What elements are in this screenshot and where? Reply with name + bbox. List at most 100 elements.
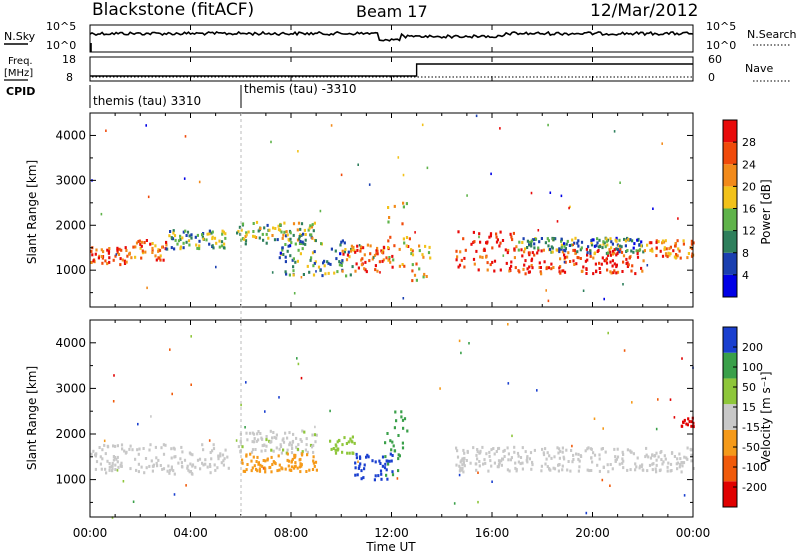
echo-cell	[202, 448, 205, 452]
echo-cell	[292, 265, 295, 269]
echo-cell	[584, 259, 587, 263]
freq-tick-top: 18	[62, 53, 76, 66]
echo-cell	[585, 272, 588, 275]
echo-cell	[267, 236, 270, 240]
echo-cell	[507, 458, 510, 462]
echo-cell	[557, 463, 560, 467]
echo-cell	[608, 248, 611, 252]
x-tick-label: 00:00	[73, 526, 108, 540]
echo-cell	[359, 462, 362, 466]
echo-cell	[564, 260, 567, 264]
echo-cell	[489, 232, 493, 236]
echo-cell	[603, 297, 605, 301]
echo-cell	[655, 254, 658, 258]
echo-cell	[294, 464, 297, 468]
echo-cell	[463, 256, 466, 260]
nave-label: Nave	[745, 62, 773, 75]
echo-cell	[213, 463, 216, 467]
echo-cell	[252, 230, 255, 233]
echo-cell	[402, 426, 405, 430]
echo-cell	[640, 465, 643, 468]
echo-cell	[636, 238, 639, 242]
echo-cell	[354, 466, 357, 470]
echo-cell	[507, 382, 510, 385]
colorbar-tick-label: -15	[742, 421, 760, 434]
echo-cell	[201, 235, 204, 239]
echo-cell	[303, 228, 306, 232]
echo-cell	[371, 459, 374, 463]
echo-cell	[264, 470, 267, 474]
echo-cell	[392, 258, 395, 262]
echo-cell	[483, 248, 486, 252]
echo-cell	[590, 239, 593, 242]
colorbar-segment	[723, 142, 737, 165]
echo-cell	[374, 264, 377, 268]
echo-cell	[382, 245, 385, 249]
echo-cell	[630, 249, 633, 253]
echo-cell	[610, 271, 613, 275]
echo-cell	[575, 262, 578, 266]
echo-cell	[251, 440, 254, 444]
echo-cell	[508, 266, 512, 270]
echo-cell	[342, 252, 345, 256]
echo-cell	[159, 464, 162, 467]
echo-cell	[605, 239, 609, 243]
echo-cell	[629, 238, 632, 242]
echo-cell	[459, 250, 462, 254]
echo-cell	[439, 387, 441, 390]
echo-cell	[143, 471, 146, 475]
echo-cell	[498, 244, 501, 248]
echo-cell	[140, 465, 143, 469]
echo-cell	[312, 461, 315, 465]
echo-cell	[411, 269, 414, 273]
echo-cell	[104, 452, 107, 456]
echo-cell	[186, 466, 189, 470]
echo-cell	[251, 431, 254, 435]
echo-cell	[236, 231, 239, 235]
echo-cell	[137, 240, 140, 243]
echo-cell	[265, 232, 268, 236]
noise-left-tick-bottom: 10^0	[46, 39, 76, 52]
echo-cell	[347, 250, 350, 254]
echo-cell	[103, 439, 106, 443]
echo-cell	[208, 439, 211, 442]
echo-cell	[176, 242, 179, 246]
echo-cell	[246, 463, 249, 466]
echo-cell	[622, 466, 625, 470]
echo-cell	[138, 239, 141, 243]
echo-cell	[596, 463, 599, 467]
echo-cell	[257, 438, 260, 442]
echo-cell	[646, 469, 649, 473]
echo-cell	[497, 459, 501, 463]
echo-cell	[491, 246, 494, 250]
echo-cell	[260, 436, 263, 440]
echo-cell	[593, 417, 596, 420]
echo-cell	[298, 235, 301, 238]
echo-cell	[295, 436, 298, 440]
echo-cell	[196, 246, 199, 250]
echo-cell	[475, 114, 478, 118]
echo-cell	[330, 247, 333, 251]
echo-cell	[616, 252, 619, 255]
echo-cell	[183, 458, 187, 462]
echo-cell	[246, 438, 249, 442]
echo-cell	[676, 457, 679, 461]
echo-cell	[682, 239, 685, 243]
echo-cell	[90, 249, 93, 253]
echo-cell	[284, 431, 287, 435]
echo-cell	[401, 418, 405, 422]
echo-cell	[659, 468, 662, 472]
echo-cell	[634, 462, 637, 466]
echo-cell	[609, 250, 612, 254]
echo-cell	[250, 459, 253, 463]
echo-cell	[556, 446, 559, 450]
echo-cell	[301, 240, 304, 244]
echo-cell	[636, 252, 639, 256]
echo-cell	[222, 246, 226, 250]
colorbar-segment	[723, 120, 737, 143]
echo-cell	[222, 463, 225, 467]
echo-cell	[529, 451, 533, 455]
echo-cell	[510, 456, 513, 460]
echo-cell	[499, 268, 502, 272]
echo-cell	[506, 446, 509, 450]
